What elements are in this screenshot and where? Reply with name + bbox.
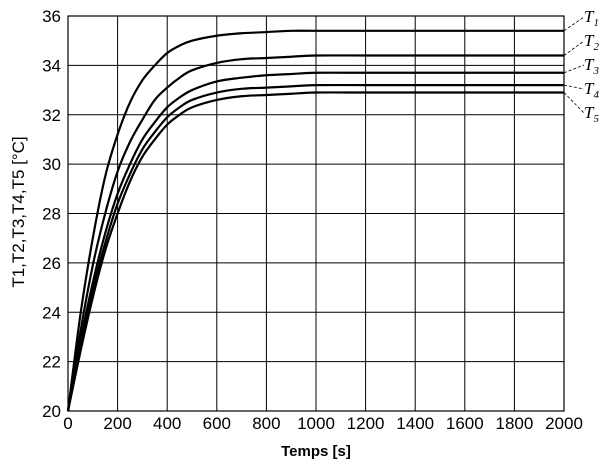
- x-tick-label: 400: [153, 414, 181, 433]
- series-label-text: T: [584, 103, 595, 122]
- series-label-text: T: [584, 55, 595, 74]
- series-lines: [66, 29, 564, 412]
- series-label-subscript: 2: [593, 41, 599, 53]
- grid: [67, 15, 565, 412]
- series-label-text: T: [584, 7, 595, 26]
- series-label-T3: T3: [584, 55, 599, 77]
- x-axis-label: Temps [s]: [281, 443, 351, 460]
- x-tick-label: 1600: [446, 414, 484, 433]
- x-tick-label: 0: [63, 414, 72, 433]
- x-tick-label: 200: [103, 414, 131, 433]
- series-label-leader: [563, 92, 585, 114]
- x-tick-label: 1800: [495, 414, 533, 433]
- x-tick-label: 2000: [545, 414, 583, 433]
- series-line-T4: [66, 83, 564, 412]
- series-line-T5: [66, 91, 564, 412]
- x-tick-label: 1000: [297, 414, 335, 433]
- series-label-subscript: 4: [593, 89, 599, 101]
- series-label-leader: [563, 40, 585, 56]
- series-label-text: T: [584, 79, 595, 98]
- y-tick-label: 30: [42, 155, 61, 174]
- x-tick-label: 1200: [347, 414, 385, 433]
- series-label-subscript: 3: [592, 65, 599, 77]
- x-tick-labels: 0 200 400 600 800 1000 1200 1400 1600 1800 2000: [63, 414, 583, 433]
- y-tick-label: 22: [42, 353, 61, 372]
- y-tick-label: 36: [42, 7, 61, 26]
- y-tick-label: 20: [42, 402, 61, 421]
- y-tick-label: 24: [42, 303, 61, 322]
- series-label-T2: T2: [584, 31, 599, 53]
- y-tick-label: 32: [42, 106, 61, 125]
- y-tick-label: 26: [42, 254, 61, 273]
- y-tick-label: 34: [42, 56, 61, 75]
- series-label-subscript: 5: [593, 113, 599, 125]
- series-label-T1: T1: [584, 7, 599, 29]
- series-label-text: T: [584, 31, 595, 50]
- series-line-T1: [66, 29, 564, 412]
- y-axis-label: T1,T2,T3,T4,T5 [°C]: [9, 136, 28, 287]
- series-label-leader: [563, 64, 585, 74]
- y-tick-labels: 20 22 24 26 28 30 32 34 36: [42, 7, 61, 421]
- series-label-leader: [563, 84, 585, 90]
- plot-frame: [67, 15, 565, 412]
- x-tick-label: 1400: [396, 414, 434, 433]
- series-label-T5: T5: [584, 103, 599, 125]
- series-label-T4: T4: [584, 79, 599, 101]
- x-tick-label: 800: [252, 414, 280, 433]
- series-label-subscript: 1: [593, 17, 599, 29]
- x-tick-label: 600: [203, 414, 231, 433]
- y-tick-label: 28: [42, 205, 61, 224]
- series-label-leader: [563, 16, 585, 32]
- series-line-T2: [66, 54, 564, 412]
- series-line-T3: [66, 71, 564, 412]
